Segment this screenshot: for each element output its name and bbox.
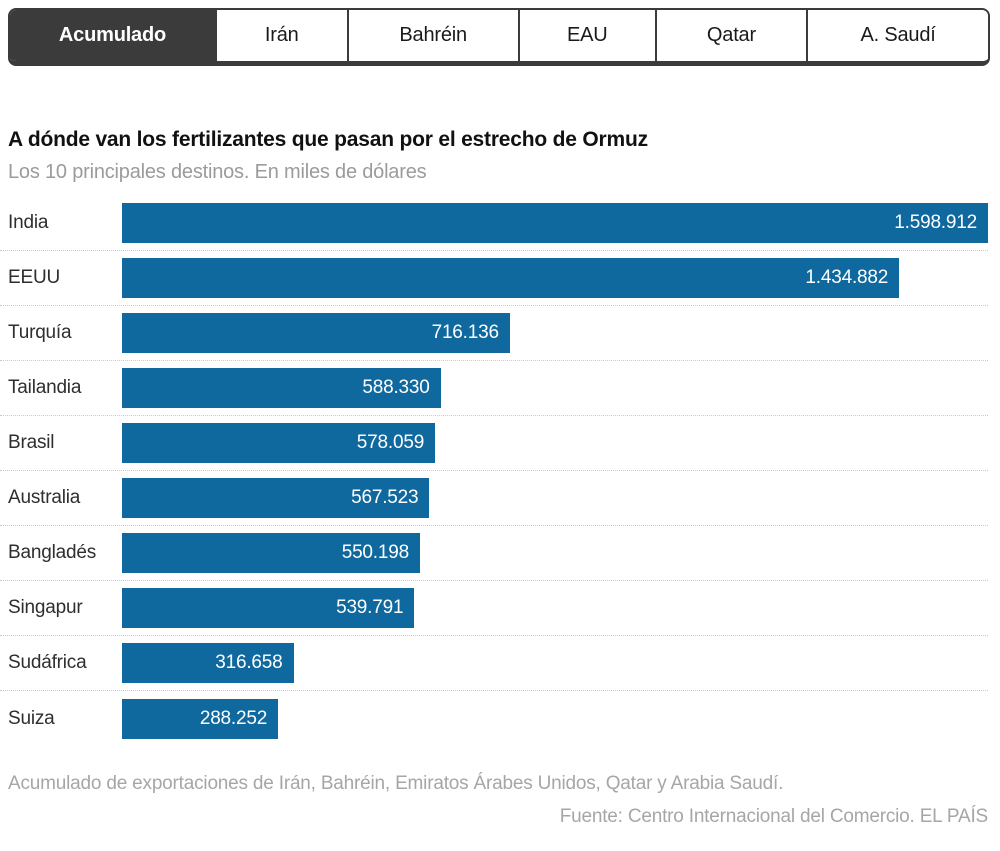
category-label: India [8, 212, 49, 233]
category-label: Sudáfrica [8, 652, 87, 673]
chart-row: EEUU 1.434.882 [0, 251, 988, 306]
chart-title: A dónde van los fertilizantes que pasan … [8, 128, 648, 151]
tab-bar: Acumulado Irán Bahréin EAU Qatar A. Saud… [8, 8, 990, 66]
chart-row: Sudáfrica 316.658 [0, 636, 988, 691]
chart-subtitle: Los 10 principales destinos. En miles de… [8, 161, 427, 183]
bar-value-label: 1.598.912 [894, 212, 977, 233]
bar-track: 578.059 [122, 423, 988, 463]
bar-track: 550.198 [122, 533, 988, 573]
chart-row: Singapur 539.791 [0, 581, 988, 636]
bar: 550.198 [122, 533, 420, 573]
tab-iran[interactable]: Irán [216, 10, 349, 61]
chart-row: Turquía 716.136 [0, 306, 988, 361]
bar-value-label: 316.658 [215, 652, 283, 673]
category-label: Bangladés [8, 542, 96, 563]
bar-chart: India 1.598.912 EEUU 1.434.882 Turquía 7… [0, 196, 988, 746]
bar-track: 1.598.912 [122, 203, 988, 243]
bar-value-label: 539.791 [336, 597, 404, 618]
bar-value-label: 716.136 [431, 322, 499, 343]
bar: 567.523 [122, 478, 430, 518]
chart-row: Suiza 288.252 [0, 691, 988, 746]
bar-track: 316.658 [122, 643, 988, 683]
chart-row: India 1.598.912 [0, 196, 988, 251]
category-label: EEUU [8, 267, 60, 288]
footer-note: Acumulado de exportaciones de Irán, Bahr… [8, 773, 784, 794]
bar-track: 288.252 [122, 698, 988, 739]
bar: 716.136 [122, 313, 510, 353]
bar-track: 716.136 [122, 313, 988, 353]
bar-value-label: 550.198 [341, 542, 409, 563]
bar: 539.791 [122, 588, 415, 628]
tab-eau[interactable]: EAU [519, 10, 657, 61]
bar: 578.059 [122, 423, 436, 463]
category-label: Singapur [8, 597, 83, 618]
bar: 316.658 [122, 643, 294, 683]
category-label: Tailandia [8, 377, 82, 398]
chart-row: Brasil 578.059 [0, 416, 988, 471]
chart-row: Australia 567.523 [0, 471, 988, 526]
bar-track: 1.434.882 [122, 258, 988, 298]
tab-bahrein[interactable]: Bahréin [348, 10, 520, 61]
bar: 288.252 [122, 698, 279, 739]
bar-track: 588.330 [122, 368, 988, 408]
bar-value-label: 588.330 [362, 377, 430, 398]
bar-track: 567.523 [122, 478, 988, 518]
footer: Acumulado de exportaciones de Irán, Bahr… [8, 773, 988, 828]
bar: 1.598.912 [122, 203, 988, 243]
category-label: Australia [8, 487, 81, 508]
bar-value-label: 288.252 [199, 707, 268, 729]
bar-track: 539.791 [122, 588, 988, 628]
bar-value-label: 578.059 [356, 432, 425, 453]
tab-qatar[interactable]: Qatar [656, 10, 809, 61]
bar-value-label: 567.523 [351, 487, 419, 508]
category-label: Suiza [8, 707, 55, 729]
footer-source: Fuente: Centro Internacional del Comerci… [559, 806, 988, 827]
category-label: Turquía [8, 322, 72, 343]
bar: 588.330 [122, 368, 441, 408]
headline: A dónde van los fertilizantes que pasan … [8, 128, 988, 184]
bar: 1.434.882 [122, 258, 900, 298]
chart-row: Tailandia 588.330 [0, 361, 988, 416]
tab-acumulado[interactable]: Acumulado [10, 10, 217, 61]
chart-row: Bangladés 550.198 [0, 526, 988, 581]
tab-a-saudi[interactable]: A. Saudí [808, 10, 988, 61]
category-label: Brasil [8, 432, 55, 453]
bar-value-label: 1.434.882 [805, 267, 889, 288]
